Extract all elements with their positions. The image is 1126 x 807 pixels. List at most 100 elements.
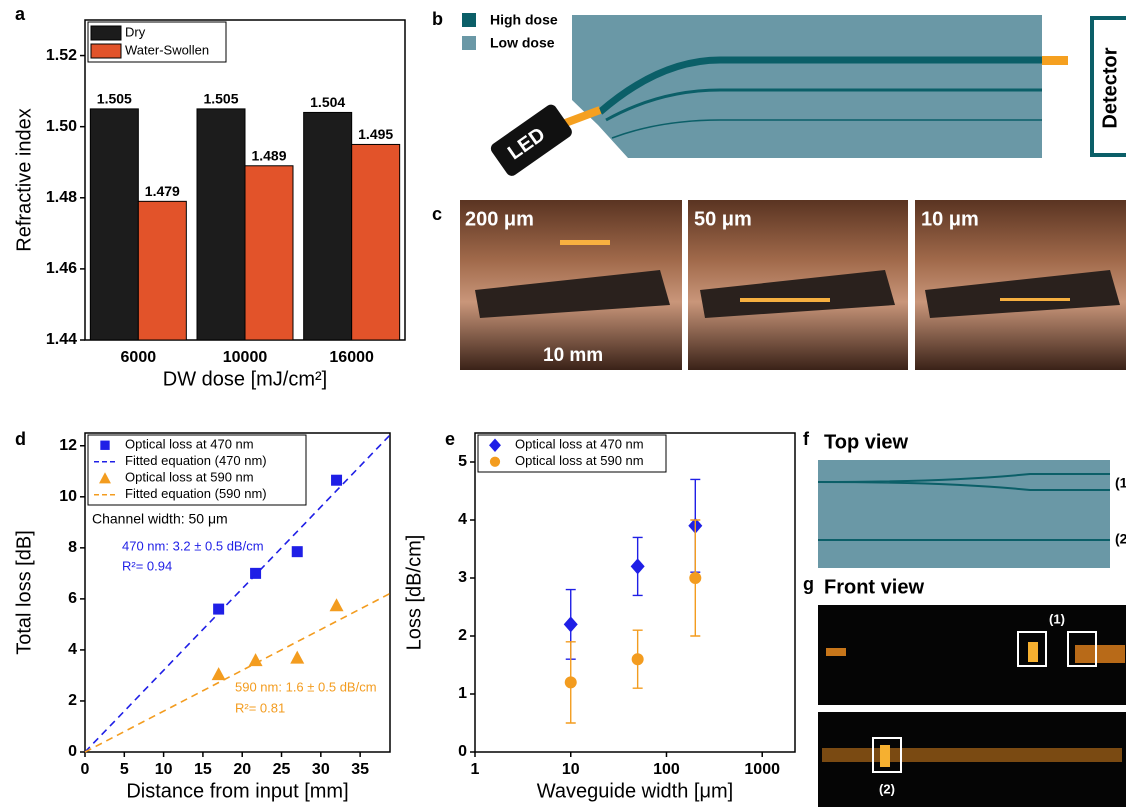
value-label: 1.505: [97, 91, 132, 107]
photo-label: 200 μm: [465, 208, 534, 230]
marker: [290, 651, 304, 664]
bar: [304, 112, 352, 340]
bar: [245, 166, 293, 340]
legend-swatch: [100, 441, 109, 450]
bar: [138, 201, 186, 340]
annotation: R²= 0.94: [122, 558, 172, 573]
x-tick-label: 25: [273, 761, 291, 778]
glow: [822, 748, 1122, 762]
legend-swatch: [462, 13, 476, 27]
y-axis-label: Refractive index: [13, 108, 35, 251]
x-tick-label: 35: [351, 761, 369, 778]
legend-text: Fitted equation (470 nm): [125, 453, 267, 468]
y-tick-label: 10: [59, 488, 77, 505]
legend-text: Dry: [125, 24, 146, 39]
x-tick-label: 6000: [121, 349, 157, 366]
detector-label: Detector: [1099, 47, 1121, 128]
y-tick-label: 1.50: [46, 118, 77, 135]
legend-swatch: [490, 457, 500, 467]
panel-label: e: [445, 429, 455, 449]
y-tick-label: 8: [68, 539, 77, 556]
channel-label: (2): [1115, 531, 1126, 547]
y-tick-label: 1.48: [46, 189, 77, 206]
figure: b High dose Low dose LED Detector c 200 …: [0, 0, 1126, 807]
y-tick-label: 3: [458, 569, 467, 586]
y-tick-label: 0: [458, 743, 467, 760]
channel-label: (1): [1049, 611, 1065, 626]
x-axis-label: Waveguide width [μm]: [537, 780, 733, 802]
value-label: 1.489: [251, 147, 286, 163]
marker: [292, 546, 303, 557]
legend-text: Optical loss at 470 nm: [515, 437, 644, 452]
channel-label: (2): [879, 781, 895, 796]
output-fiber: [1042, 56, 1068, 65]
y-tick-label: 1.46: [46, 260, 77, 277]
legend-text: Low dose: [490, 35, 555, 51]
marker: [330, 598, 344, 611]
legend-text: High dose: [490, 12, 558, 28]
y-tick-label: 1: [458, 685, 467, 702]
y-tick-label: 1.44: [46, 331, 77, 348]
x-tick-label: 10000: [223, 349, 268, 366]
value-label: 1.505: [203, 91, 238, 107]
legend-text: Fitted equation (590 nm): [125, 486, 267, 501]
panel-c: c 200 μm 50 μm 10 μm 10 mm: [432, 200, 1126, 370]
marker: [632, 653, 644, 665]
legend-text: Optical loss at 590 nm: [515, 453, 644, 468]
x-tick-label: 10: [155, 761, 173, 778]
x-tick-label: 0: [81, 761, 90, 778]
legend-text: Optical loss at 470 nm: [125, 437, 254, 452]
photo-label: 50 μm: [694, 208, 752, 230]
marker: [689, 572, 701, 584]
legend-text: Optical loss at 590 nm: [125, 470, 254, 485]
chip: [572, 15, 1042, 158]
glow: [826, 648, 846, 656]
y-tick-label: 4: [458, 511, 467, 528]
x-tick-label: 100: [653, 761, 680, 778]
y-tick-label: 4: [68, 641, 77, 658]
annotation: 470 nm: 3.2 ± 0.5 dB/cm: [122, 538, 264, 553]
panel-label: a: [15, 4, 26, 24]
chip-top: [818, 460, 1110, 568]
bar: [352, 144, 400, 340]
y-tick-label: 1.52: [46, 47, 77, 64]
scale-bar-label: 10 mm: [543, 345, 603, 366]
photo-label: 10 μm: [921, 208, 979, 230]
y-tick-label: 2: [458, 627, 467, 644]
marker: [331, 475, 342, 486]
light: [740, 298, 830, 302]
panel-label: g: [803, 574, 814, 594]
legend-swatch: [91, 44, 121, 58]
annotation: Channel width: 50 μm: [92, 511, 228, 527]
panel-b: b High dose Low dose LED Detector: [432, 9, 1126, 178]
panel-title: Front view: [824, 576, 924, 598]
value-label: 1.479: [145, 183, 180, 199]
panel-title: Top view: [824, 431, 909, 453]
marker: [564, 616, 578, 632]
value-label: 1.504: [310, 94, 345, 110]
glow: [880, 745, 890, 767]
annotation: R²= 0.81: [235, 700, 285, 715]
marker: [631, 558, 645, 574]
y-tick-label: 5: [458, 453, 467, 470]
x-tick-label: 15: [194, 761, 212, 778]
fit-line: [85, 594, 390, 752]
panel-label: c: [432, 204, 442, 224]
annotation: 590 nm: 1.6 ± 0.5 dB/cm: [235, 679, 377, 694]
y-tick-label: 6: [68, 590, 77, 607]
panel-label: b: [432, 9, 443, 29]
x-tick-label: 10: [562, 761, 580, 778]
value-label: 1.495: [358, 126, 393, 142]
marker: [249, 653, 263, 666]
x-axis-label: Distance from input [mm]: [126, 780, 348, 802]
plot-frame: [475, 433, 795, 752]
panel-g: g Front view (1) (2): [803, 574, 1126, 807]
marker: [250, 568, 261, 579]
marker: [212, 667, 226, 680]
legend-swatch: [462, 36, 476, 50]
glow: [1028, 642, 1038, 662]
light: [1000, 298, 1070, 301]
panel-label: d: [15, 429, 26, 449]
legend-swatch: [91, 26, 121, 40]
x-tick-label: 1000: [744, 761, 780, 778]
